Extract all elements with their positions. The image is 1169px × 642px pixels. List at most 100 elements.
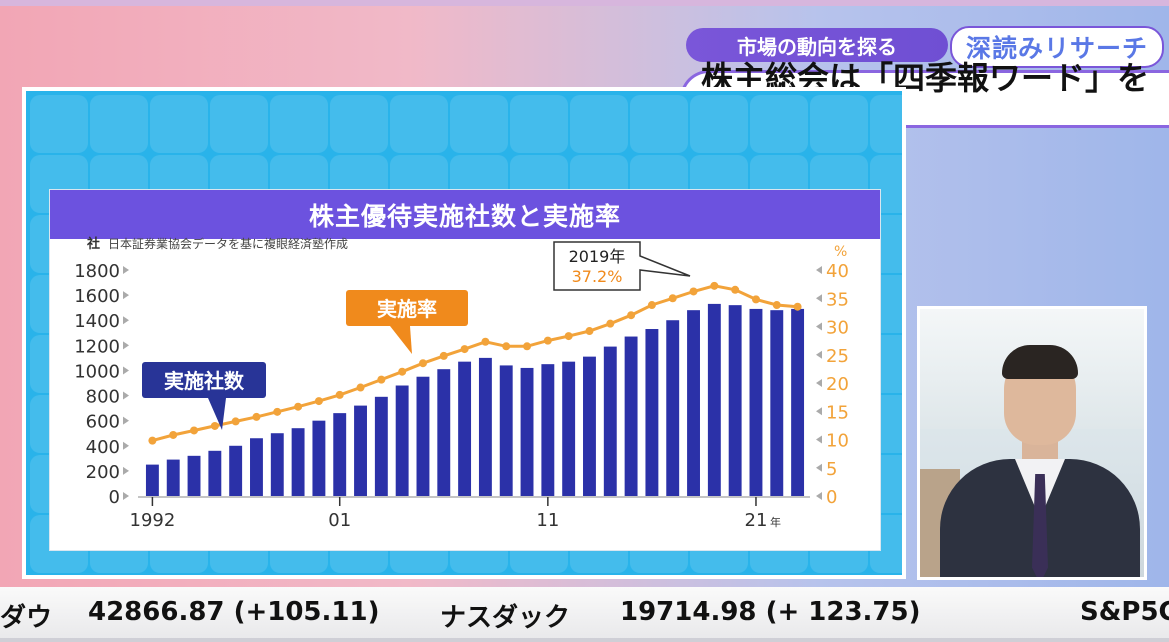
bar-2001 bbox=[333, 413, 347, 496]
pattern-tile bbox=[870, 95, 902, 153]
left-tick-marker bbox=[123, 391, 129, 400]
left-tick-marker bbox=[123, 492, 129, 500]
pattern-tile bbox=[690, 95, 748, 153]
bar-2023 bbox=[791, 308, 805, 496]
left-tick-marker bbox=[123, 441, 129, 450]
presenter-hair bbox=[1002, 345, 1078, 379]
right-tick-marker bbox=[816, 350, 822, 359]
right-tick-marker bbox=[816, 266, 822, 274]
bars-callout-pointer bbox=[208, 398, 226, 430]
rate-point-2020 bbox=[731, 285, 740, 294]
rate-point-2023 bbox=[793, 302, 802, 311]
rate-point-2021 bbox=[751, 295, 760, 304]
top-accent-bar bbox=[0, 0, 1169, 6]
bar-2021 bbox=[749, 308, 763, 496]
line-callout-label: 実施率 bbox=[377, 297, 437, 321]
rate-point-2000 bbox=[314, 397, 323, 406]
right-tick-label: 25 bbox=[826, 346, 849, 367]
rate-point-1995 bbox=[210, 421, 219, 430]
rate-point-2008 bbox=[481, 337, 490, 346]
left-tick-marker bbox=[123, 291, 129, 300]
bar-2013 bbox=[583, 356, 596, 496]
rate-point-2012 bbox=[564, 332, 573, 341]
left-tick-label: 1200 bbox=[74, 336, 120, 357]
bar-2002 bbox=[354, 405, 367, 496]
bar-2014 bbox=[603, 346, 617, 496]
bar-2003 bbox=[374, 396, 388, 496]
bar-2006 bbox=[437, 369, 451, 496]
ticker-dow-value: 42866.87 (+105.11) bbox=[88, 597, 380, 627]
rate-point-2014 bbox=[606, 319, 615, 328]
pattern-tile bbox=[750, 95, 808, 153]
rate-point-2019 bbox=[710, 281, 719, 290]
right-tick-marker bbox=[816, 294, 822, 303]
pattern-tile bbox=[90, 95, 148, 153]
ticker-nasdaq-value: 19714.98 (+ 123.75) bbox=[620, 597, 921, 627]
peak-callout-box bbox=[553, 241, 691, 291]
rate-point-2013 bbox=[585, 327, 594, 336]
segment-tag: 市場の動向を探る bbox=[686, 28, 948, 62]
right-tick-label: 5 bbox=[826, 459, 837, 480]
presenter-tie bbox=[1032, 474, 1048, 577]
right-tick-marker bbox=[816, 435, 822, 444]
right-tick-marker bbox=[816, 379, 822, 387]
left-tick-marker bbox=[123, 341, 129, 350]
left-tick-label: 1600 bbox=[74, 286, 120, 307]
left-tick-marker bbox=[123, 366, 129, 375]
pattern-tile bbox=[450, 95, 508, 153]
line-callout-box bbox=[346, 290, 468, 326]
left-tick-label: 800 bbox=[86, 387, 120, 408]
right-axis-unit: % bbox=[834, 244, 847, 260]
pattern-tile bbox=[210, 95, 268, 153]
rate-point-2007 bbox=[460, 345, 469, 354]
right-tick-marker bbox=[816, 407, 822, 416]
bar-2009 bbox=[499, 365, 513, 496]
bar-2012 bbox=[562, 361, 576, 496]
pattern-tile bbox=[150, 95, 208, 153]
right-tick-label: 15 bbox=[826, 402, 849, 423]
left-tick-label: 400 bbox=[86, 437, 120, 458]
left-tick-marker bbox=[123, 466, 129, 475]
rate-point-1992 bbox=[148, 436, 157, 445]
left-tick-marker bbox=[123, 416, 129, 425]
ticker-nasdaq-name: ナスダック bbox=[440, 603, 571, 633]
bar-1997 bbox=[250, 438, 263, 496]
right-tick-marker bbox=[816, 463, 822, 472]
x-tick-label: 1992 bbox=[130, 510, 176, 531]
right-tick-label: 10 bbox=[826, 431, 849, 452]
bars-callout-label: 実施社数 bbox=[164, 369, 245, 393]
bar-2007 bbox=[458, 361, 472, 496]
left-axis-unit: 社 bbox=[86, 236, 100, 252]
left-tick-label: 1800 bbox=[74, 261, 120, 282]
left-tick-marker bbox=[123, 266, 129, 274]
right-tick-label: 20 bbox=[826, 374, 849, 395]
left-tick-label: 200 bbox=[86, 462, 120, 483]
right-tick-marker bbox=[816, 492, 822, 500]
presenter-video bbox=[917, 306, 1147, 580]
left-tick-label: 600 bbox=[86, 412, 120, 433]
pattern-tile bbox=[630, 95, 688, 153]
right-tick-marker bbox=[816, 322, 822, 331]
market-ticker: ダウ 42866.87 (+105.11) ナスダック 19714.98 (+ … bbox=[0, 587, 1169, 642]
bar-2004 bbox=[395, 385, 409, 496]
left-tick-marker bbox=[123, 316, 129, 325]
rate-point-2018 bbox=[689, 287, 698, 296]
left-tick-label: 1400 bbox=[74, 311, 120, 332]
rate-point-1998 bbox=[273, 407, 282, 416]
rate-point-2004 bbox=[398, 367, 407, 376]
bar-2008 bbox=[478, 357, 492, 496]
x-tick-label: 11 bbox=[536, 510, 559, 531]
pattern-tile bbox=[570, 95, 628, 153]
peak-callout-value: 37.2% bbox=[572, 267, 623, 286]
bar-1994 bbox=[187, 455, 201, 496]
bar-2015 bbox=[624, 336, 638, 496]
rate-point-2001 bbox=[335, 390, 344, 399]
pattern-tile bbox=[270, 95, 328, 153]
rate-point-1996 bbox=[231, 417, 240, 426]
rate-point-2002 bbox=[356, 383, 365, 392]
bar-1995 bbox=[208, 450, 222, 496]
right-tick-label: 0 bbox=[826, 487, 837, 508]
bar-1999 bbox=[291, 428, 305, 496]
chart-title: 株主優待実施社数と実施率 bbox=[50, 190, 880, 239]
bar-2016 bbox=[645, 329, 659, 496]
